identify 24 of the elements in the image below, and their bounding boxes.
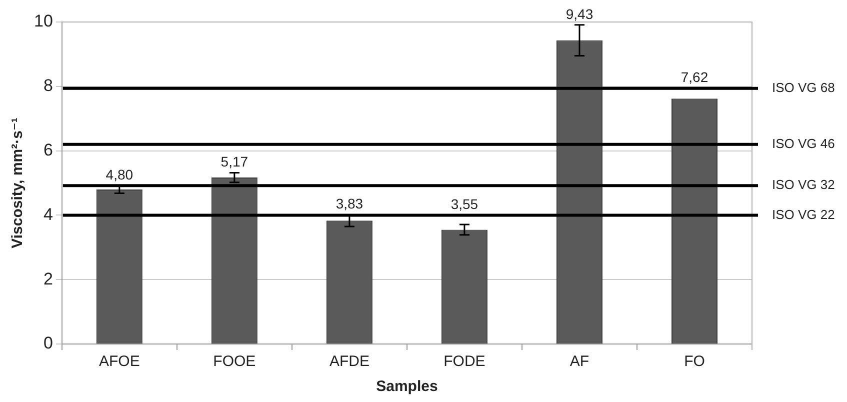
- y-tick-label: 0: [43, 334, 53, 353]
- ref-line-label: ISO VG 22: [772, 206, 835, 222]
- y-tick-label: 6: [43, 140, 53, 160]
- y-tick-label: 8: [43, 76, 53, 96]
- x-tick-label: FOOE: [213, 353, 256, 370]
- y-tick-label: 2: [43, 269, 53, 288]
- data-label: 3,55: [450, 196, 478, 212]
- ref-line-label: ISO VG 32: [772, 177, 835, 192]
- x-tick-label: FO: [684, 353, 705, 370]
- y-tick-label: 10: [34, 12, 53, 31]
- data-label: 3,83: [336, 196, 364, 212]
- x-tick-label: AFDE: [329, 353, 370, 370]
- x-tick-label: AFOE: [98, 353, 140, 370]
- ref-line-label: ISO VG 46: [772, 136, 835, 151]
- x-axis-title: Samples: [376, 378, 438, 396]
- data-label: 7,62: [680, 69, 708, 86]
- y-axis-title: Viscosity, mm²·s⁻¹: [9, 118, 26, 248]
- data-label: 9,43: [566, 6, 594, 22]
- x-tick-label: FODE: [444, 353, 486, 370]
- x-tick-label: AF: [570, 353, 590, 370]
- ref-line-label: ISO VG 68: [772, 80, 835, 95]
- data-label: 5,17: [220, 154, 248, 170]
- data-label: 4,80: [106, 166, 134, 182]
- y-tick-label: 4: [43, 204, 53, 224]
